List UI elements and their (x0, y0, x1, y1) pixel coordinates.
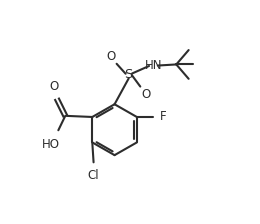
Text: Cl: Cl (88, 168, 99, 181)
Text: F: F (159, 110, 166, 123)
Text: HO: HO (42, 138, 60, 151)
Text: S: S (125, 68, 133, 81)
Text: O: O (106, 50, 115, 63)
Text: O: O (49, 80, 58, 93)
Text: HN: HN (144, 59, 162, 72)
Text: O: O (142, 88, 151, 101)
